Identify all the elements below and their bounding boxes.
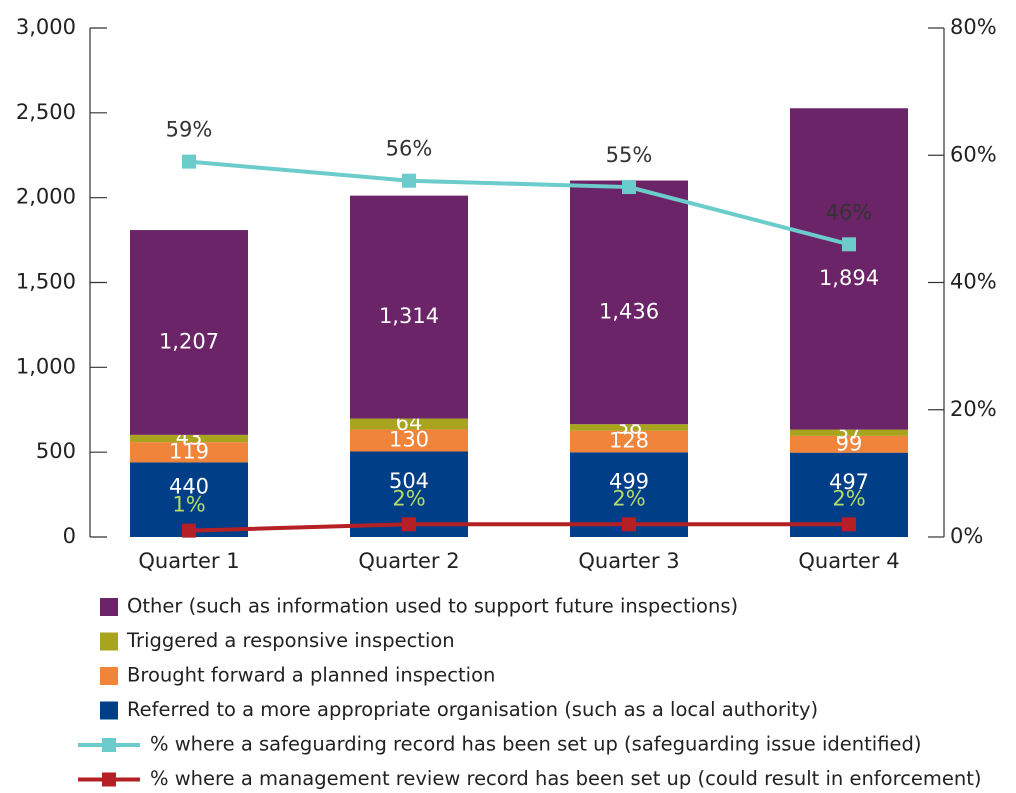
data-label: 1,314	[379, 304, 439, 328]
y-tick-label: 2,500	[16, 100, 76, 124]
legend-marker	[102, 738, 116, 752]
data-label: 497	[829, 470, 869, 494]
data-label: 130	[389, 427, 429, 451]
data-label: 499	[609, 470, 649, 494]
data-label: 1%	[172, 493, 205, 517]
bar-segment	[790, 435, 908, 453]
data-label: 46%	[826, 200, 873, 224]
data-label: 1,207	[159, 329, 219, 353]
data-label: 56%	[386, 137, 433, 161]
bar-segment	[570, 430, 688, 453]
data-label: 2%	[392, 486, 425, 510]
legend-swatch	[100, 632, 118, 651]
bar-segment	[350, 429, 468, 452]
line	[188, 522, 849, 533]
y-tick-label: 1,500	[16, 270, 76, 294]
line-marker	[622, 180, 636, 195]
y-tick-label: 3,000	[16, 15, 76, 39]
data-label: 440	[169, 475, 209, 499]
line-marker	[182, 523, 196, 538]
y-tick-label: 500	[36, 439, 76, 463]
bar-segment	[570, 180, 688, 425]
y2-tick-label: 80%	[950, 15, 997, 39]
data-label: 55%	[606, 143, 653, 167]
y-tick-label: 1,000	[16, 354, 76, 378]
legend-swatch	[100, 598, 118, 616]
y2-tick-label: 0%	[950, 524, 983, 548]
data-label: 504	[389, 469, 429, 493]
data-label: 1,894	[819, 266, 879, 290]
line	[188, 159, 850, 247]
y2-tick-label: 40%	[950, 270, 997, 294]
data-label: 59%	[166, 118, 213, 142]
bar-segment	[130, 442, 248, 463]
line-marker	[402, 517, 416, 532]
data-label: 128	[609, 428, 649, 452]
legend-label: Referred to a more appropriate organisat…	[127, 698, 818, 721]
x-tick-label: Quarter 4	[798, 549, 899, 573]
data-label: 119	[169, 439, 209, 463]
y-tick-label: 0	[63, 524, 76, 548]
x-tick-label: Quarter 2	[358, 549, 459, 573]
y2-tick-label: 60%	[950, 142, 997, 166]
y2-tick-label: 20%	[950, 397, 997, 421]
legend-label: Triggered a responsive inspection	[126, 629, 455, 652]
legend-swatch	[100, 667, 118, 685]
data-label: 2%	[612, 486, 645, 510]
bar-segment	[350, 418, 468, 430]
legend-swatch	[100, 701, 118, 720]
line-marker	[842, 237, 856, 252]
legend-marker	[102, 772, 116, 787]
bar-segment	[350, 195, 468, 419]
line-marker	[842, 517, 856, 532]
line-marker	[402, 173, 416, 188]
legend-label: Brought forward a planned inspection	[127, 664, 495, 687]
data-label: 1,436	[599, 299, 659, 323]
bar-segment	[130, 230, 248, 435]
x-tick-label: Quarter 1	[138, 549, 239, 573]
legend-label: % where a safeguarding record has been s…	[150, 733, 922, 756]
bar-segment	[790, 108, 908, 430]
data-label: 2%	[832, 486, 865, 510]
bar-segment	[570, 424, 688, 431]
legend-label: % where a management review record has b…	[150, 767, 982, 790]
y-tick-label: 2,000	[16, 185, 76, 209]
bar-segment	[790, 429, 908, 436]
line-marker	[182, 154, 196, 169]
bar-segment	[130, 434, 248, 443]
legend-label: Other (such as information used to suppo…	[127, 595, 738, 618]
x-tick-label: Quarter 3	[578, 549, 679, 573]
line-marker	[622, 517, 636, 532]
